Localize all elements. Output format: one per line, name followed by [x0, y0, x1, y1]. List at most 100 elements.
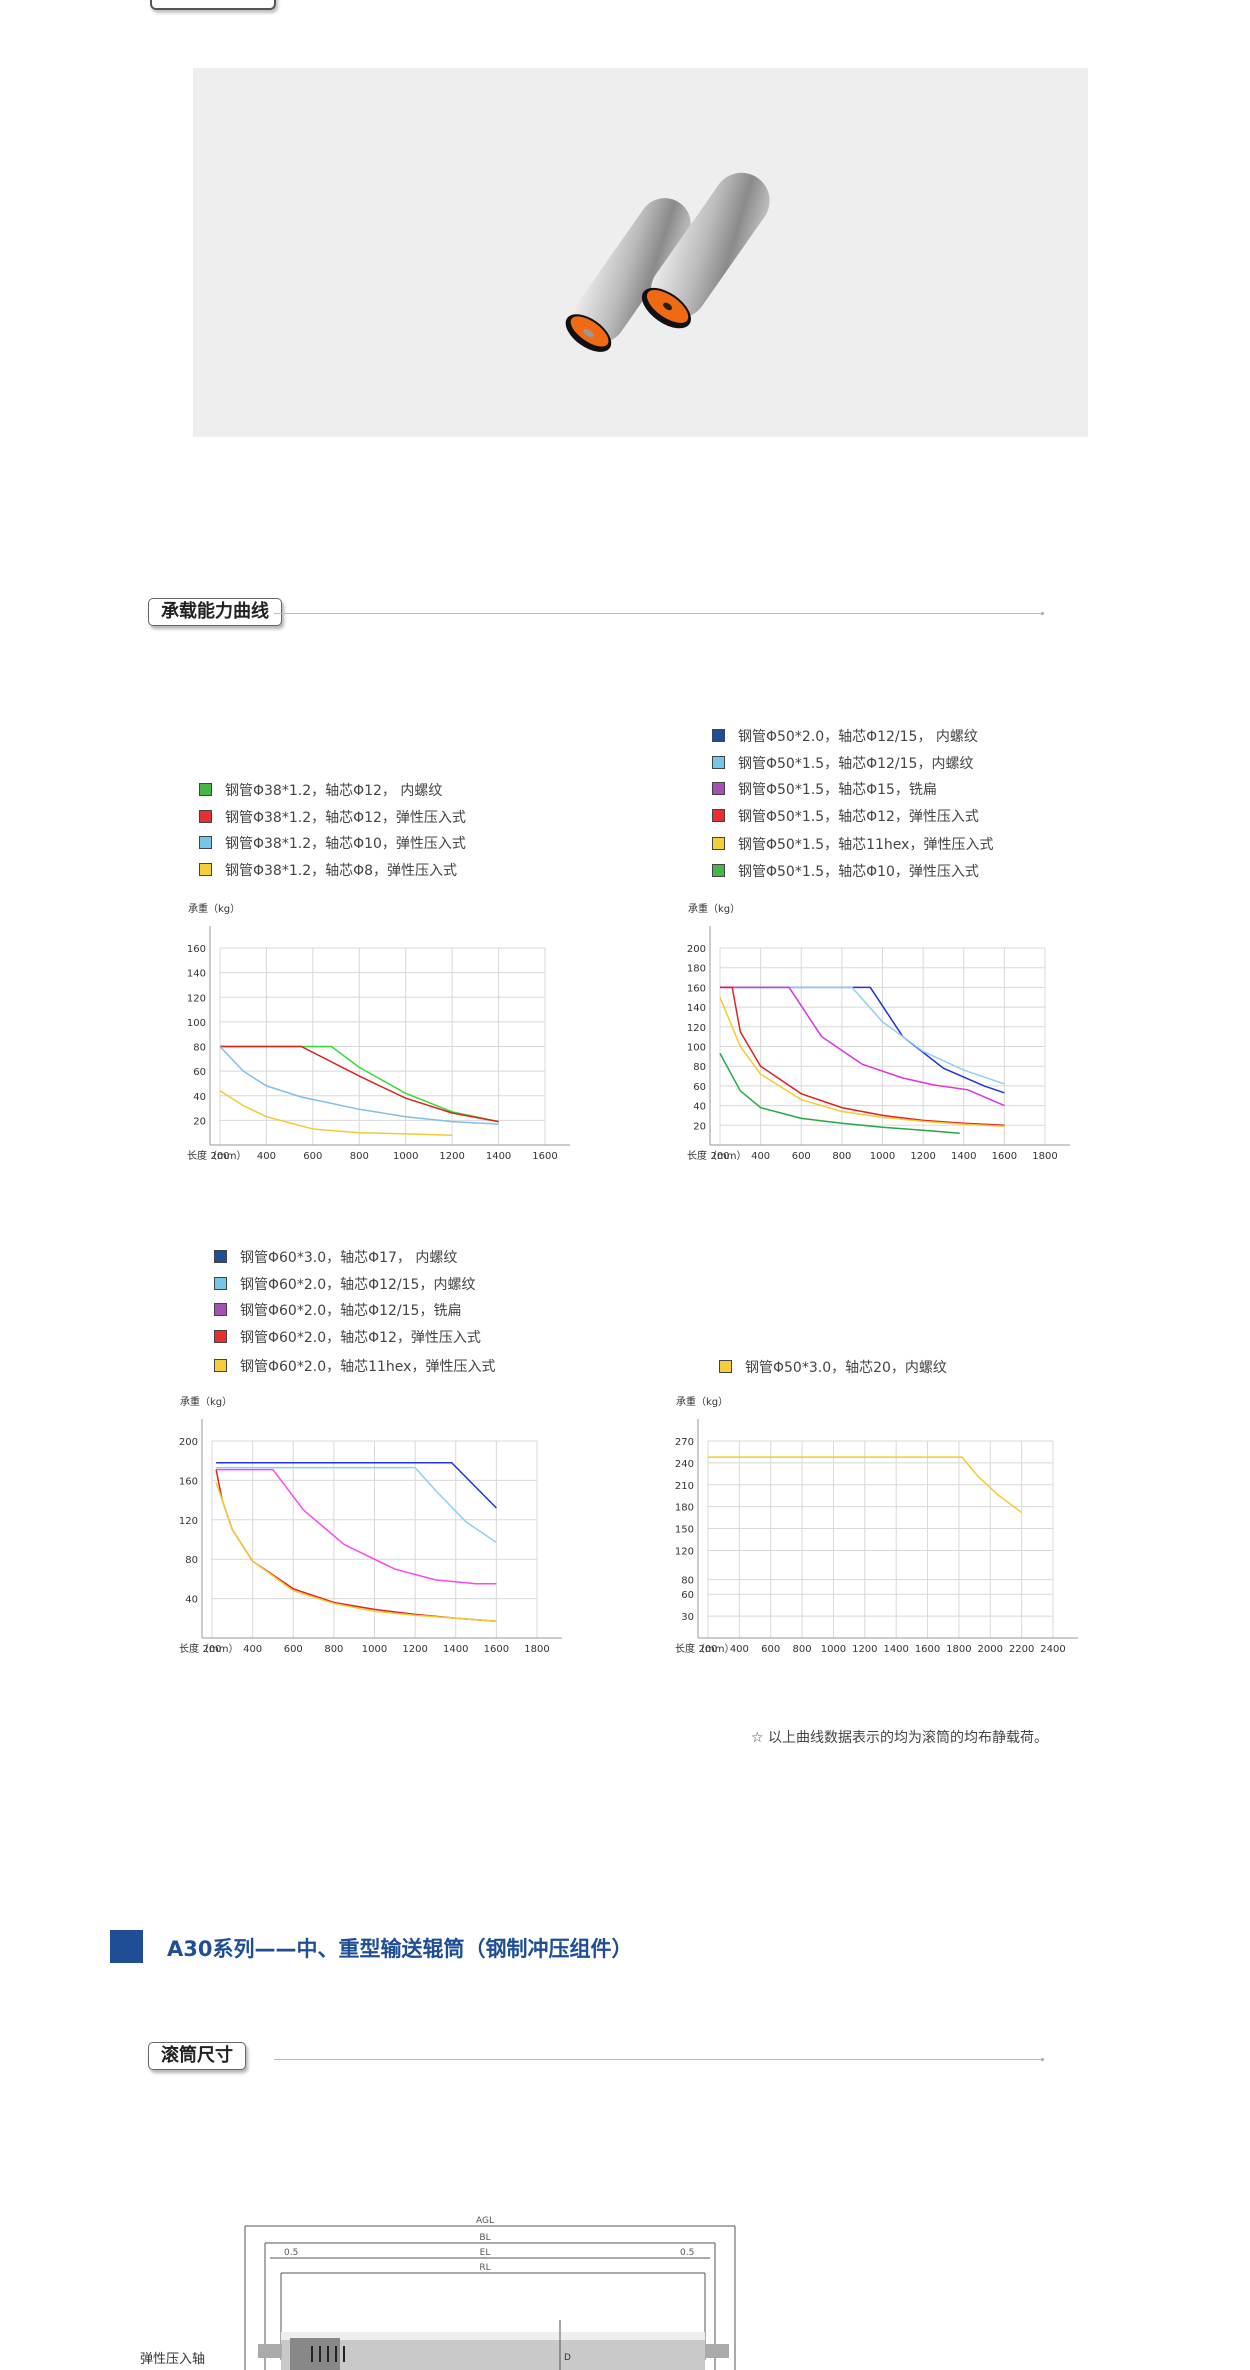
header-divider	[274, 612, 1044, 615]
legend-label: 钢管Φ38*1.2，轴芯Φ12，弹性压入式	[225, 809, 466, 826]
legend-swatch	[719, 1360, 732, 1373]
y-tick-label: 40	[185, 1595, 198, 1606]
legend-item: 钢管Φ60*2.0，轴芯11hex，弹性压入式	[214, 1356, 495, 1376]
product-photo	[193, 68, 1088, 437]
x-tick-label: 800	[793, 1644, 812, 1655]
y-tick-label: 80	[693, 1062, 706, 1073]
series-line	[219, 1045, 499, 1125]
load-note: ☆ 以上曲线数据表示的均为滚筒的均布静载荷。	[751, 1730, 1048, 1746]
legend-label: 钢管Φ50*1.5，轴芯11hex，弹性压入式	[738, 837, 994, 853]
legend-item: 钢管Φ50*1.5，轴芯11hex，弹性压入式	[712, 834, 993, 854]
load-chart-1: 200 400 600 800 1000 1200 1400 1600 20 40 60 80 100 1…	[187, 902, 570, 1162]
x-tick-label: 600	[303, 1151, 322, 1162]
header-divider	[274, 2058, 1044, 2061]
series-line	[220, 1045, 499, 1123]
legend-item: 钢管Φ50*3.0，轴芯20，内螺纹	[719, 1357, 947, 1377]
x-tick-label: 400	[243, 1644, 262, 1655]
legend-swatch	[214, 1359, 227, 1372]
legend-label: 钢管Φ50*1.5，轴芯Φ15，铣扁	[738, 782, 937, 798]
y-tick-label: 80	[185, 1555, 198, 1566]
series-line	[220, 1045, 499, 1123]
legend-swatch	[214, 1276, 227, 1290]
y-tick-label: 120	[179, 1516, 198, 1527]
y-tick-label: 180	[675, 1503, 694, 1514]
x-tick-label: 800	[324, 1644, 343, 1655]
legend-label: 钢管Φ50*1.5，轴芯Φ12/15，内螺纹	[738, 755, 974, 772]
x-axis-label: 长度（mm）	[179, 1642, 238, 1655]
roller-dimension-drawing: AGL BL EL RL 0.5 0.5 D 弹性压入轴	[140, 2216, 736, 2370]
legend-swatch	[199, 783, 212, 796]
x-tick-label: 1200	[910, 1151, 935, 1162]
x-tick-label: 1000	[393, 1151, 418, 1162]
legend-label: 钢管Φ50*2.0，轴芯Φ12/15， 内螺纹	[738, 729, 978, 745]
agl-label: AGL	[476, 2216, 494, 2226]
legend-item: 钢管Φ50*1.5，轴芯Φ12，弹性压入式	[712, 806, 979, 826]
x-tick-label: 200	[210, 1151, 229, 1162]
x-axis-label: 长度（mm）	[687, 1149, 746, 1162]
legend-swatch	[712, 755, 725, 769]
x-tick-label: 400	[730, 1644, 749, 1655]
x-tick-label: 1400	[951, 1151, 976, 1162]
legend-label: 钢管Φ38*1.2，轴芯Φ10，弹性压入式	[225, 836, 466, 852]
legend-label: 钢管Φ38*1.2，轴芯Φ12， 内螺纹	[225, 783, 443, 799]
y-tick-label: 60	[693, 1082, 706, 1093]
roller-image	[565, 172, 770, 352]
x-tick-label: 1200	[439, 1151, 464, 1162]
y-tick-label: 270	[675, 1437, 694, 1448]
x-tick-label: 200	[698, 1644, 717, 1655]
y-tick-label: 100	[187, 1018, 206, 1029]
legend-item: 钢管Φ50*1.5，轴芯Φ15，铣扁	[712, 779, 937, 799]
legend-label: 钢管Φ60*2.0，轴芯11hex，弹性压入式	[240, 1359, 496, 1375]
series-line	[216, 1468, 497, 1585]
section-tab-fragment	[150, 0, 276, 10]
load-curve-title: 承载能力曲线	[148, 598, 282, 626]
y-tick-label: 140	[687, 1003, 706, 1014]
series-line	[720, 986, 1005, 1094]
y-tick-label: 60	[681, 1590, 694, 1601]
rl-label: RL	[479, 2263, 490, 2273]
legend-label: 钢管Φ60*2.0，轴芯Φ12/15，内螺纹	[240, 1276, 476, 1293]
x-tick-label: 600	[761, 1644, 780, 1655]
x-tick-label: 400	[751, 1151, 770, 1162]
legend-swatch	[214, 1329, 227, 1343]
series-line	[216, 1461, 497, 1509]
y-axis-label: 承重（kg）	[188, 902, 240, 915]
y-axis-label: 承重（kg）	[180, 1395, 232, 1408]
el-label: EL	[480, 2248, 491, 2258]
x-tick-label: 1400	[443, 1644, 468, 1655]
series-line	[216, 1466, 497, 1544]
x-tick-label: 200	[202, 1644, 221, 1655]
legend-swatch	[214, 1250, 227, 1263]
y-tick-label: 80	[193, 1043, 206, 1054]
x-tick-label: 1000	[821, 1644, 846, 1655]
x-tick-label: 1600	[915, 1644, 940, 1655]
x-tick-label: 1600	[484, 1644, 509, 1655]
y-tick-label: 200	[179, 1437, 198, 1448]
x-tick-label: 400	[257, 1151, 276, 1162]
legend-item: 钢管Φ60*3.0，轴芯Φ17， 内螺纹	[214, 1247, 457, 1267]
roller-size-header: 滚筒尺寸	[148, 2042, 1048, 2072]
legend-swatch	[199, 862, 212, 876]
x-tick-label: 1600	[532, 1151, 557, 1162]
x-tick-label: 1200	[852, 1644, 877, 1655]
legend-item: 钢管Φ60*2.0，轴芯Φ12，弹性压入式	[214, 1327, 481, 1347]
legend-swatch	[712, 808, 725, 822]
y-tick-label: 40	[193, 1092, 206, 1103]
x-tick-label: 600	[792, 1151, 811, 1162]
series-line	[720, 986, 1005, 1127]
x-tick-label: 2400	[1040, 1644, 1065, 1655]
x-tick-label: 2200	[1009, 1644, 1034, 1655]
y-tick-label: 100	[687, 1043, 706, 1054]
load-curve-header: 承载能力曲线	[148, 598, 1048, 628]
series-line	[215, 1482, 497, 1623]
y-tick-label: 120	[687, 1023, 706, 1034]
right-gap-label: 0.5	[680, 2248, 694, 2258]
legend-item: 钢管Φ60*2.0，轴芯Φ12/15，内螺纹	[214, 1274, 475, 1294]
series-line	[708, 1456, 1023, 1514]
series-line	[720, 986, 1005, 1107]
roller-size-title: 滚筒尺寸	[148, 2042, 246, 2070]
x-axis-label: 长度（mm）	[187, 1149, 246, 1162]
series-line	[719, 1053, 960, 1134]
a30-marker	[110, 1930, 143, 1963]
legend-label: 钢管Φ50*1.5，轴芯Φ10，弹性压入式	[738, 863, 979, 880]
